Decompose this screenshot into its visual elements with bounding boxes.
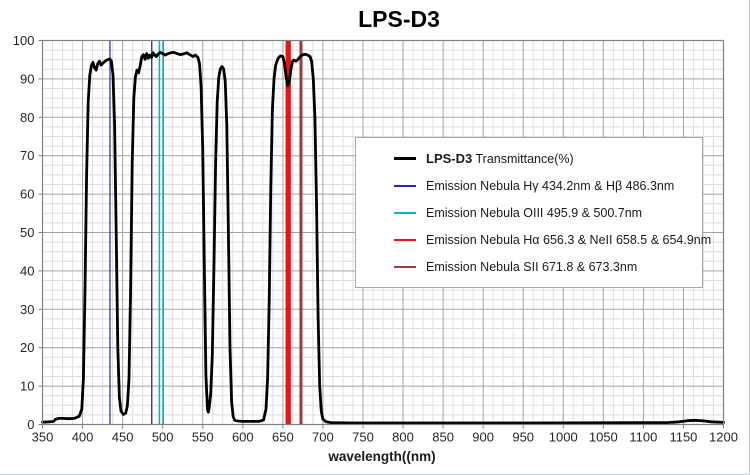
x-tick-label: 500 bbox=[152, 430, 174, 445]
x-tick-label: 750 bbox=[352, 430, 374, 445]
x-tick-label: 550 bbox=[192, 430, 214, 445]
legend-item-transmittance: LPS-D3 Transmittance(%) bbox=[356, 151, 702, 166]
x-tick-label: 600 bbox=[232, 430, 254, 445]
legend-label-transmittance: LPS-D3 Transmittance(%) bbox=[426, 150, 574, 166]
y-tick-label: 70 bbox=[20, 148, 34, 163]
y-tick-label: 0 bbox=[27, 417, 34, 432]
x-tick-label: 1000 bbox=[549, 430, 578, 445]
legend-item-hgamma-hbeta: Emission Nebula Hγ 434.2nm & Hβ 486.3nm bbox=[356, 179, 702, 193]
x-tick-label: 950 bbox=[512, 430, 534, 445]
x-tick-label: 1100 bbox=[629, 430, 657, 445]
x-tick-label: 650 bbox=[272, 430, 294, 445]
legend-line-sample-hgamma-hbeta bbox=[394, 184, 416, 187]
y-tick-label: 60 bbox=[20, 187, 34, 202]
legend-item-oiii: Emission Nebula OIII 495.9 & 500.7nm bbox=[356, 206, 702, 220]
emission-wavelength-lines bbox=[109, 40, 303, 425]
x-axis-label: wavelength((nm) bbox=[327, 449, 435, 464]
transmittance-curve bbox=[41, 51, 725, 425]
axis-tick-marks bbox=[38, 40, 724, 429]
x-tick-label: 350 bbox=[32, 430, 54, 445]
legend-item-halpha-neii: Emission Nebula Hα 656.3 & NeII 658.5 & … bbox=[356, 233, 711, 247]
legend-line-sample-halpha-neii bbox=[394, 239, 416, 242]
x-tick-label: 800 bbox=[392, 430, 414, 445]
legend-label-hgamma-hbeta: Emission Nebula Hγ 434.2nm & Hβ 486.3nm bbox=[426, 178, 675, 193]
legend-item-sii: Emission Nebula SII 671.8 & 673.3nm bbox=[356, 260, 702, 274]
legend-line-sample-oiii bbox=[394, 211, 416, 214]
x-tick-label: 1050 bbox=[589, 430, 618, 445]
legend-line-sample-sii bbox=[394, 266, 416, 269]
x-tick-label: 900 bbox=[472, 430, 494, 445]
x-tick-label: 450 bbox=[112, 430, 134, 445]
x-tick-label: 850 bbox=[432, 430, 454, 445]
y-tick-label: 30 bbox=[20, 302, 34, 317]
transmittance-curve-line bbox=[41, 51, 725, 425]
y-tick-label: 50 bbox=[20, 225, 34, 240]
legend-label-oiii: Emission Nebula OIII 495.9 & 500.7nm bbox=[426, 205, 643, 220]
y-tick-label: 10 bbox=[20, 379, 34, 394]
legend-label-sii: Emission Nebula SII 671.8 & 673.3nm bbox=[426, 260, 638, 275]
y-tick-label: 20 bbox=[20, 340, 34, 355]
axis-tick-labels: 350 400 450 500 550 600 650 700 750 800 850 900 950 1… bbox=[13, 33, 738, 445]
y-tick-label: 80 bbox=[20, 110, 34, 125]
x-tick-label: 1150 bbox=[669, 430, 697, 445]
y-tick-label: 90 bbox=[20, 71, 34, 86]
y-tick-label: 100 bbox=[13, 33, 35, 48]
y-tick-label: 40 bbox=[20, 263, 34, 278]
x-tick-label: 400 bbox=[72, 430, 94, 445]
x-tick-label: 700 bbox=[312, 430, 334, 445]
legend-box: LPS-D3 Transmittance(%) Emission Nebula H… bbox=[355, 137, 711, 288]
x-tick-label: 1200 bbox=[709, 430, 738, 445]
legend-label-halpha-neii: Emission Nebula Hα 656.3 & NeII 658.5 & … bbox=[426, 233, 712, 248]
legend-line-sample-transmittance bbox=[394, 156, 416, 160]
chart-title: LPS-D3 bbox=[358, 6, 440, 32]
